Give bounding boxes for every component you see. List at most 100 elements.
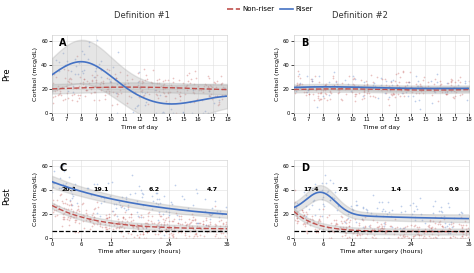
Point xyxy=(129,225,137,229)
Point xyxy=(378,229,385,233)
Point xyxy=(458,210,466,215)
Point xyxy=(148,194,156,199)
Point xyxy=(85,44,93,48)
Point xyxy=(333,221,340,225)
Point xyxy=(346,218,354,222)
Point xyxy=(183,88,191,93)
Point xyxy=(367,230,375,235)
Point xyxy=(108,180,115,184)
Point xyxy=(293,210,301,215)
Point xyxy=(386,224,393,229)
Point xyxy=(392,217,399,221)
Point xyxy=(357,77,365,82)
Point xyxy=(384,199,392,204)
Point xyxy=(301,221,308,225)
Point xyxy=(191,217,199,222)
Point xyxy=(359,205,366,209)
Point xyxy=(182,223,190,227)
Point xyxy=(64,207,72,212)
Point xyxy=(113,214,120,218)
Point xyxy=(438,224,446,229)
Point xyxy=(319,197,326,201)
Point xyxy=(406,80,413,84)
Point xyxy=(198,227,205,231)
Point xyxy=(397,94,404,98)
Point xyxy=(389,208,396,213)
Point xyxy=(86,216,94,220)
Point xyxy=(103,87,111,91)
Point xyxy=(86,227,94,232)
Point xyxy=(317,87,324,91)
Point xyxy=(194,84,202,88)
Point xyxy=(369,85,377,90)
Point xyxy=(179,109,187,114)
Point xyxy=(419,218,426,222)
Point xyxy=(321,83,328,87)
Point xyxy=(342,87,349,91)
Point xyxy=(315,80,322,84)
Point xyxy=(424,79,432,84)
Point xyxy=(180,110,187,115)
Point xyxy=(90,221,98,226)
Point xyxy=(310,97,318,102)
Point xyxy=(436,79,443,84)
Point xyxy=(211,224,219,228)
Point xyxy=(158,228,165,233)
Point xyxy=(135,95,143,100)
Point xyxy=(155,81,163,85)
Point xyxy=(123,223,131,227)
Point xyxy=(459,223,467,227)
Point xyxy=(162,216,170,220)
Point xyxy=(332,78,339,83)
Point xyxy=(101,222,109,226)
Point xyxy=(427,79,435,83)
Point xyxy=(91,90,98,94)
Point xyxy=(155,226,163,230)
Point xyxy=(355,229,362,234)
Point xyxy=(385,210,392,214)
Point xyxy=(189,227,197,231)
Point xyxy=(311,74,319,78)
Point xyxy=(67,202,74,206)
Point xyxy=(447,86,454,91)
Point xyxy=(461,78,469,83)
Point xyxy=(153,224,160,228)
Point xyxy=(387,214,395,218)
Point xyxy=(137,215,145,219)
Point xyxy=(362,215,369,219)
Point xyxy=(381,224,388,228)
Point xyxy=(344,211,352,216)
Point xyxy=(157,222,164,227)
Point xyxy=(337,97,345,101)
Point xyxy=(154,221,161,225)
Point xyxy=(411,99,419,103)
Point xyxy=(155,197,162,201)
Point xyxy=(440,216,447,221)
Point xyxy=(425,224,432,229)
Point xyxy=(446,235,454,240)
Point xyxy=(119,215,127,219)
Point xyxy=(97,88,105,92)
Point xyxy=(397,204,404,208)
Point xyxy=(49,185,57,189)
Point xyxy=(216,102,223,106)
Point xyxy=(109,209,117,213)
Point xyxy=(304,87,311,92)
Point xyxy=(457,235,465,240)
Point xyxy=(321,91,329,96)
Point xyxy=(186,229,193,233)
Point xyxy=(53,213,61,218)
Point xyxy=(122,195,129,199)
Point xyxy=(170,216,178,221)
Point xyxy=(81,94,89,98)
Point xyxy=(437,219,444,223)
Point xyxy=(131,191,139,195)
Point xyxy=(338,97,346,102)
Point xyxy=(428,225,436,229)
Point xyxy=(93,182,101,186)
Point xyxy=(205,224,213,229)
Point xyxy=(394,235,402,239)
Point xyxy=(217,224,224,228)
Point xyxy=(63,202,71,206)
Point xyxy=(359,206,366,210)
